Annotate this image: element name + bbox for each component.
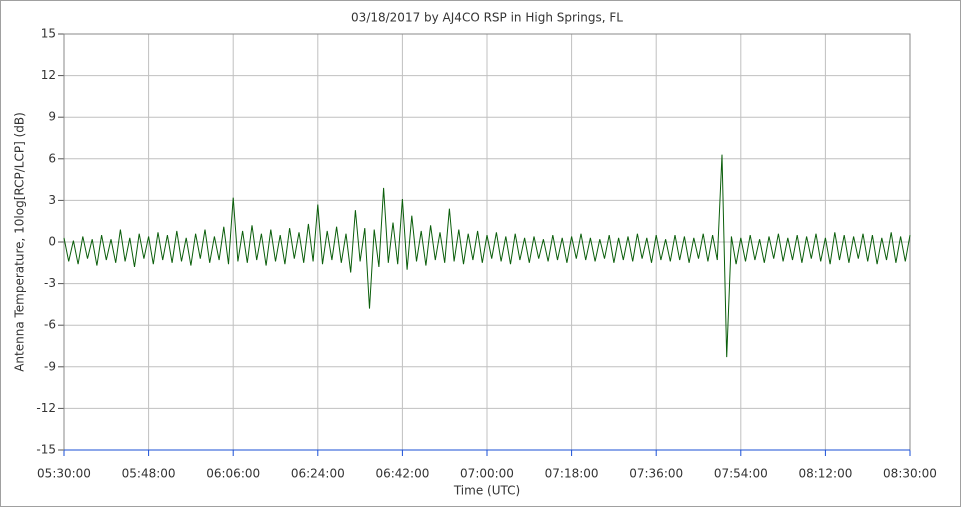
x-tick-label: 08:30:00 [883,467,937,481]
y-tick-label: -3 [44,276,56,290]
y-tick-label: 12 [41,68,56,82]
y-tick-label: -15 [36,443,56,457]
x-tick-label: 06:24:00 [291,467,345,481]
y-tick-label: -12 [36,401,56,415]
y-tick-label: -6 [44,318,56,332]
y-tick-label: 15 [41,27,56,41]
x-tick-label: 07:36:00 [629,467,683,481]
x-axis-label: Time (UTC) [453,484,520,498]
y-tick-label: 6 [48,151,56,165]
y-tick-label: -9 [44,359,56,373]
y-tick-label: 3 [48,193,56,207]
x-tick-label: 08:12:00 [798,467,852,481]
data-line [63,154,911,358]
x-tick-label: 05:48:00 [122,467,176,481]
y-tick-label: 0 [48,235,56,249]
x-tick-label: 06:06:00 [206,467,260,481]
x-tick-label: 06:42:00 [375,467,429,481]
x-tick-label: 07:54:00 [714,467,768,481]
x-tick-label: 05:30:00 [37,467,91,481]
x-tick-label: 07:18:00 [545,467,599,481]
y-tick-label: 9 [48,110,56,124]
chart-title: 03/18/2017 by AJ4CO RSP in High Springs,… [351,11,623,25]
y-axis-label: Antenna Temperature, 10log[RCP/LCP] (dB) [13,112,27,372]
x-tick-label: 07:00:00 [460,467,514,481]
